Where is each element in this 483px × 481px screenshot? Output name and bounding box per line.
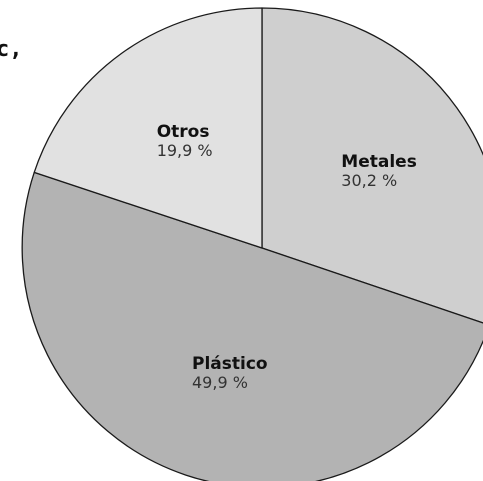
pie-slice-metales xyxy=(261,7,483,324)
slice-value-plastico: 49,9 % xyxy=(192,373,248,392)
edge-text-fragment: c, xyxy=(0,37,23,62)
slice-label-metales: Metales xyxy=(341,152,417,172)
pie-slice-otros xyxy=(33,7,263,249)
pie-slice-plastico xyxy=(21,171,483,481)
slice-value-otros: 19,9 % xyxy=(157,141,213,160)
slice-label-otros: Otros xyxy=(157,122,210,142)
slice-value-metales: 30,2 % xyxy=(341,171,397,190)
slice-label-plastico: Plástico xyxy=(192,354,268,374)
pie-slices xyxy=(21,7,483,481)
